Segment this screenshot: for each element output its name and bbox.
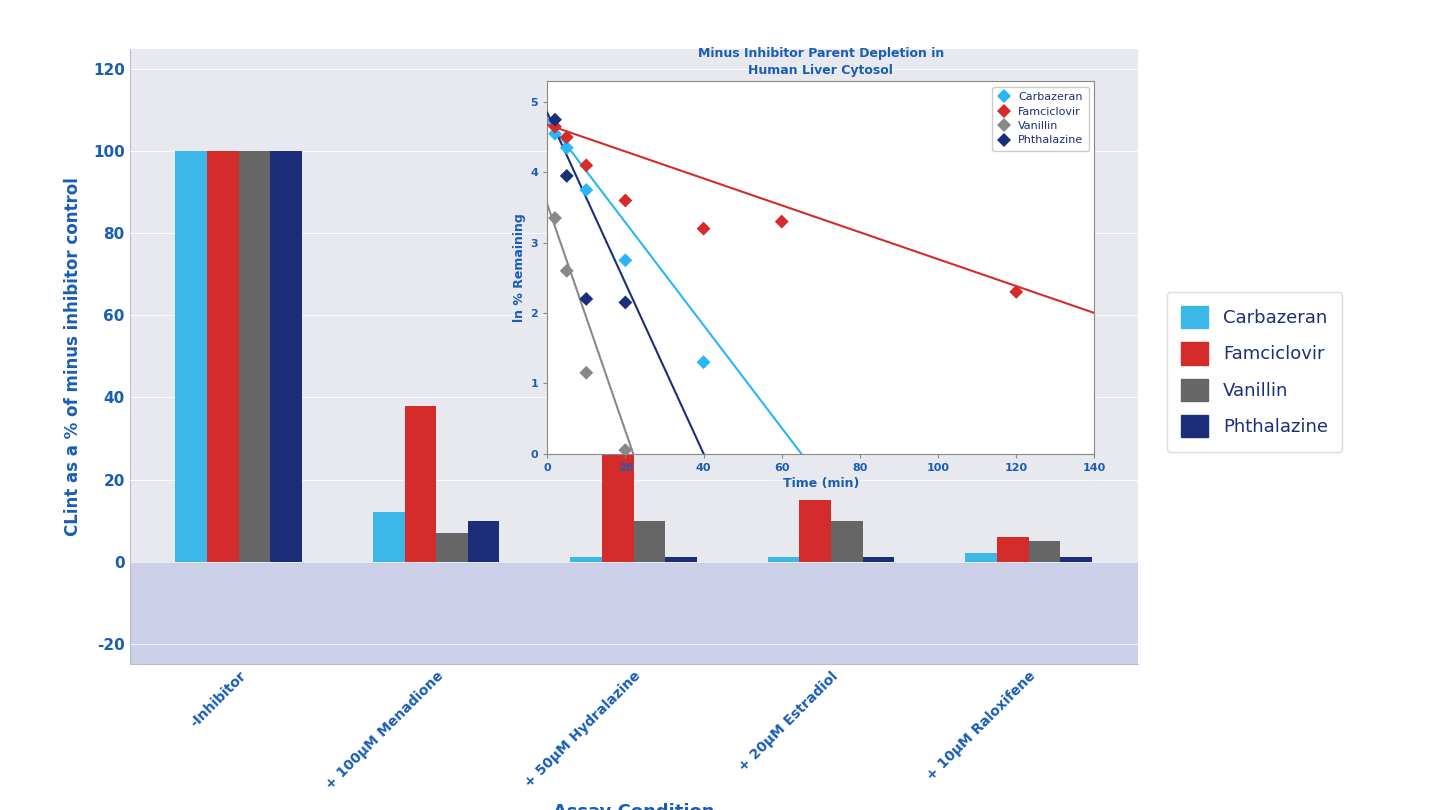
- Point: [556, 130, 579, 143]
- X-axis label: Assay Condition: Assay Condition: [553, 804, 714, 810]
- Bar: [863, 557, 894, 561]
- Bar: [176, 151, 207, 561]
- Bar: [373, 513, 405, 561]
- Legend: Carbazeran, Famciclovir, Vanillin, Phthalazine: Carbazeran, Famciclovir, Vanillin, Phtha…: [992, 87, 1089, 151]
- Point: [613, 254, 636, 266]
- Bar: [831, 521, 863, 561]
- X-axis label: Time (min): Time (min): [782, 477, 860, 490]
- Bar: [768, 557, 799, 561]
- Point: [770, 215, 793, 228]
- Point: [543, 120, 566, 133]
- Bar: [1028, 541, 1060, 561]
- Point: [575, 184, 598, 197]
- Bar: [799, 500, 831, 561]
- Bar: [1060, 557, 1092, 561]
- Bar: [130, 561, 1138, 664]
- Point: [575, 159, 598, 172]
- Title: Minus Inhibitor Parent Depletion in
Human Liver Cytosol: Minus Inhibitor Parent Depletion in Huma…: [697, 47, 945, 77]
- Bar: [665, 557, 697, 561]
- Bar: [570, 557, 602, 561]
- Bar: [468, 521, 500, 561]
- Bar: [405, 406, 436, 561]
- Point: [693, 222, 716, 235]
- Y-axis label: ln % Remaining: ln % Remaining: [513, 213, 526, 322]
- Bar: [436, 533, 468, 561]
- Point: [543, 113, 566, 126]
- Point: [543, 211, 566, 224]
- Bar: [271, 151, 302, 561]
- Point: [575, 366, 598, 379]
- Point: [556, 169, 579, 182]
- Bar: [965, 553, 996, 561]
- Bar: [207, 151, 239, 561]
- Point: [556, 141, 579, 154]
- Point: [613, 444, 636, 457]
- Point: [575, 292, 598, 305]
- Point: [1005, 285, 1028, 298]
- Bar: [634, 521, 665, 561]
- Point: [543, 127, 566, 140]
- Y-axis label: CLint as a % of minus inhibitor control: CLint as a % of minus inhibitor control: [63, 177, 82, 536]
- Point: [693, 356, 716, 369]
- Point: [613, 194, 636, 207]
- Point: [556, 264, 579, 277]
- Legend: Carbazeran, Famciclovir, Vanillin, Phthalazine: Carbazeran, Famciclovir, Vanillin, Phtha…: [1166, 292, 1342, 452]
- Point: [613, 296, 636, 309]
- Bar: [602, 418, 634, 561]
- Bar: [996, 537, 1028, 561]
- Bar: [239, 151, 271, 561]
